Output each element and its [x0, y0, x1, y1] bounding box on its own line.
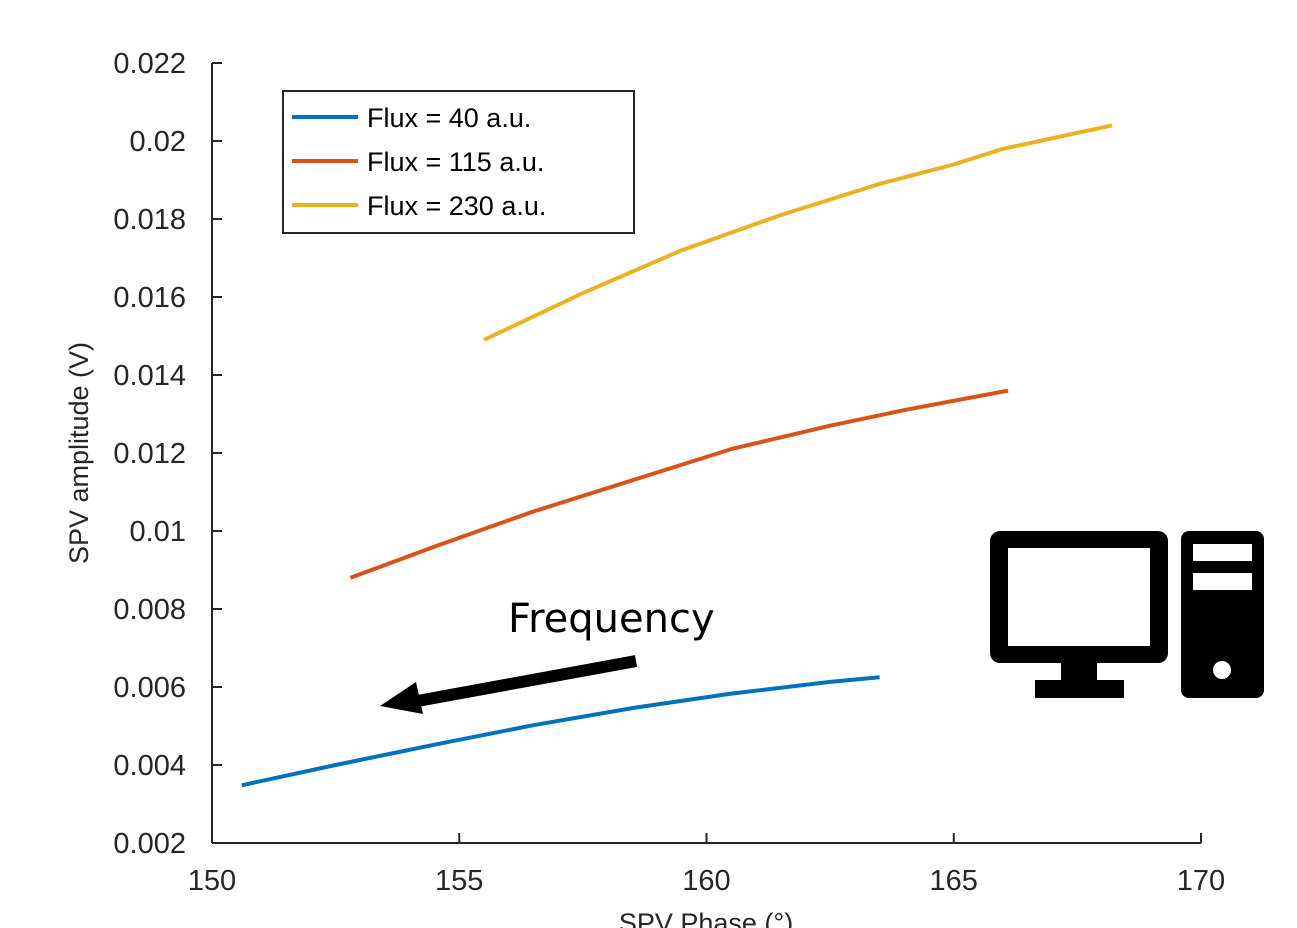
y-ticks: 0.002 0.004 0.006 0.008 0.01 0.012 0.014 0.016 0…: [113, 48, 222, 860]
tower-power-button: [1213, 661, 1231, 679]
y-axis-title: SPV amplitude (V): [64, 342, 94, 564]
y-tick-label: 0.012: [113, 438, 186, 470]
series-layer: [241, 123, 1113, 788]
x-tick-label: 160: [682, 865, 730, 897]
monitor-neck: [1061, 663, 1097, 684]
frequency-label: Frequency: [508, 596, 715, 642]
frequency-arrow-head: [380, 682, 423, 714]
legend-label-3: Flux = 230 a.u.: [367, 191, 546, 221]
legend-label-1: Flux = 40 a.u.: [367, 103, 531, 133]
frequency-annotation: Frequency: [380, 596, 715, 714]
x-tick-label: 155: [435, 865, 483, 897]
y-tick-label: 0.004: [113, 750, 186, 782]
y-tick-label: 0.022: [113, 48, 186, 80]
y-tick-label: 0.002: [113, 828, 186, 860]
x-axis-title: SPV Phase (°): [619, 908, 793, 928]
y-tick-label: 0.02: [130, 126, 186, 158]
y-tick-label: 0.008: [113, 594, 186, 626]
x-tick-label: 150: [188, 865, 236, 897]
legend: Flux = 40 a.u. Flux = 115 a.u. Flux = 230 …: [282, 90, 635, 234]
desktop-computer-icon: [990, 531, 1264, 698]
y-tick-label: 0.014: [113, 360, 186, 392]
x-tick-label: 170: [1177, 865, 1225, 897]
tower-drive-bay-2: [1193, 573, 1252, 590]
series-line-1: [241, 675, 880, 788]
frequency-arrow-shaft: [410, 655, 638, 708]
y-tick-label: 0.018: [113, 204, 186, 236]
y-tick-label: 0.01: [130, 516, 186, 548]
x-tick-label: 165: [930, 865, 978, 897]
legend-label-2: Flux = 115 a.u.: [367, 147, 544, 177]
y-tick-label: 0.016: [113, 282, 186, 314]
y-tick-label: 0.006: [113, 672, 186, 704]
series-line-3: [483, 123, 1113, 342]
monitor-base: [1035, 680, 1124, 698]
tower-drive-bay-1: [1193, 544, 1252, 561]
series-line-2: [349, 388, 1009, 580]
x-ticks: 150 155 160 165 170: [188, 833, 1225, 897]
monitor-screen: [1008, 548, 1150, 646]
tower-case: [1181, 531, 1264, 698]
